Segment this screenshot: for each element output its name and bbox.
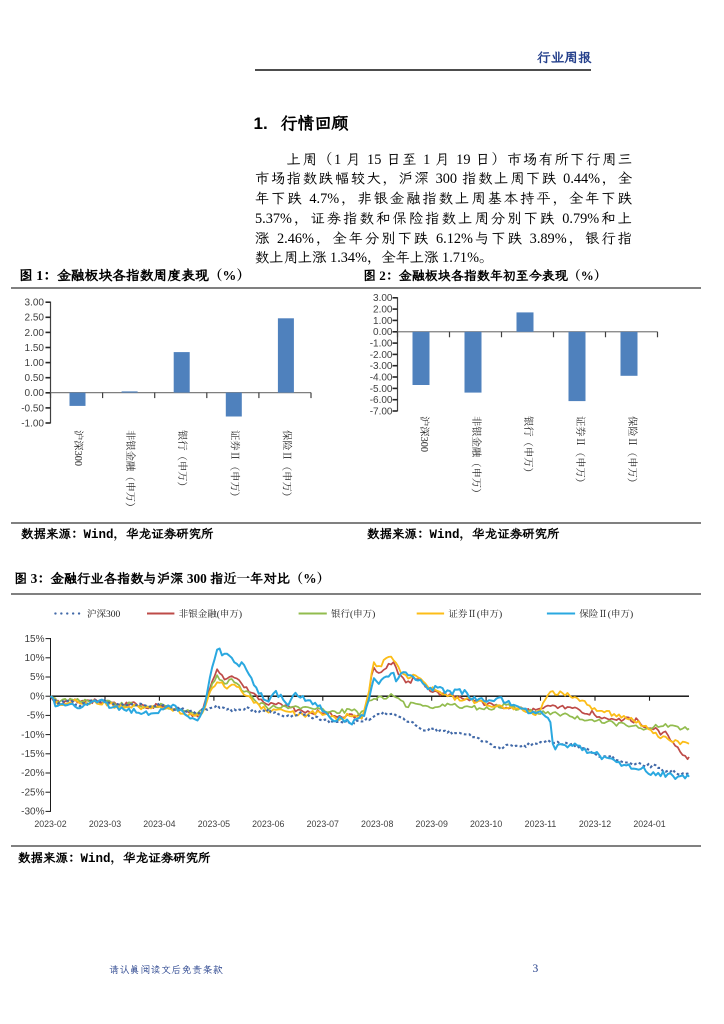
svg-text:2023-09: 2023-09 (416, 819, 448, 829)
svg-text:0%: 0% (30, 691, 45, 702)
svg-text:-2.00: -2.00 (370, 350, 393, 361)
svg-text:2023-05: 2023-05 (198, 819, 230, 829)
svg-text:5%: 5% (30, 672, 45, 683)
svg-text:沪深300: 沪深300 (87, 608, 121, 620)
svg-text:2023-10: 2023-10 (470, 819, 502, 829)
svg-text:-6.00: -6.00 (370, 395, 393, 406)
svg-text:3.00: 3.00 (25, 298, 45, 309)
svg-text:沪深300: 沪深300 (418, 416, 430, 452)
svg-text:15%: 15% (24, 634, 44, 645)
svg-text:-1.00: -1.00 (21, 418, 44, 429)
svg-text:非银金融（申万）: 非银金融（申万） (124, 430, 136, 512)
svg-text:保险Ⅱ（申万）: 保险Ⅱ（申万） (280, 430, 292, 502)
svg-text:证券Ⅱ(申万): 证券Ⅱ(申万) (448, 609, 502, 620)
svg-text:2023-04: 2023-04 (143, 819, 175, 829)
svg-text:2023-11: 2023-11 (525, 819, 557, 829)
svg-text:非银金融(申万): 非银金融(申万) (179, 608, 242, 620)
svg-text:银行(申万): 银行(申万) (331, 609, 375, 620)
svg-text:-7.00: -7.00 (370, 406, 393, 417)
svg-text:保险Ⅱ（申万）: 保险Ⅱ（申万） (626, 416, 638, 488)
svg-text:2.00: 2.00 (373, 305, 393, 316)
svg-text:2.00: 2.00 (25, 328, 45, 339)
svg-text:-3.00: -3.00 (370, 361, 393, 372)
svg-text:2023-02: 2023-02 (34, 819, 66, 829)
svg-text:2023-06: 2023-06 (252, 819, 284, 829)
svg-text:10%: 10% (24, 653, 44, 664)
svg-text:银行（申万）: 银行（申万） (176, 430, 188, 492)
svg-text:1.00: 1.00 (25, 358, 45, 369)
svg-text:2023-07: 2023-07 (307, 819, 339, 829)
svg-text:证券Ⅱ（申万）: 证券Ⅱ（申万） (574, 416, 586, 488)
svg-text:2024-01: 2024-01 (633, 819, 665, 829)
svg-text:0.00: 0.00 (25, 388, 45, 399)
svg-text:-4.00: -4.00 (370, 372, 393, 383)
svg-text:-10%: -10% (21, 730, 44, 741)
svg-text:-0.50: -0.50 (21, 403, 44, 414)
svg-text:沪深300: 沪深300 (72, 430, 84, 466)
svg-text:2023-08: 2023-08 (361, 819, 393, 829)
svg-text:-20%: -20% (21, 768, 44, 779)
svg-text:-30%: -30% (21, 807, 44, 818)
svg-text:-5.00: -5.00 (370, 384, 393, 395)
svg-text:银行（申万）: 银行（申万） (522, 416, 534, 478)
svg-text:2023-12: 2023-12 (579, 819, 611, 829)
svg-text:非银金融（申万）: 非银金融（申万） (470, 416, 482, 498)
svg-text:证券Ⅱ（申万）: 证券Ⅱ（申万） (228, 430, 240, 502)
svg-text:-1.00: -1.00 (370, 339, 393, 350)
svg-text:-15%: -15% (21, 749, 44, 760)
svg-text:1.50: 1.50 (25, 343, 45, 354)
svg-text:0.00: 0.00 (373, 327, 393, 338)
svg-text:-25%: -25% (21, 787, 44, 798)
svg-text:保险Ⅱ(申万): 保险Ⅱ(申万) (579, 608, 633, 620)
svg-text:1.00: 1.00 (373, 316, 393, 327)
svg-text:-5%: -5% (27, 711, 45, 722)
svg-text:2.50: 2.50 (25, 313, 45, 324)
svg-text:2023-03: 2023-03 (89, 819, 121, 829)
svg-text:0.50: 0.50 (25, 373, 45, 384)
svg-text:3.00: 3.00 (373, 293, 393, 304)
